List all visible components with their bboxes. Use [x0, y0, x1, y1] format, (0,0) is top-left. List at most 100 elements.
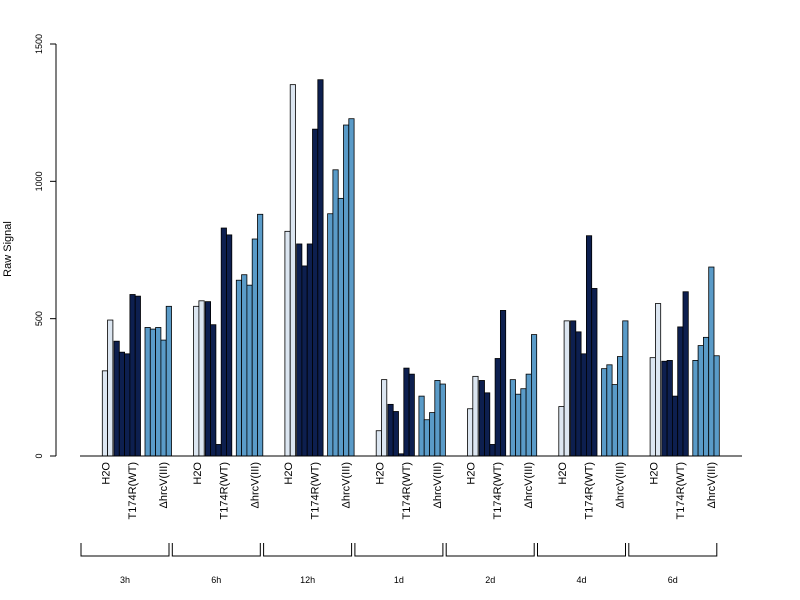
- bar: [327, 213, 334, 457]
- bar: [332, 169, 339, 457]
- bar: [478, 380, 485, 457]
- bar: [241, 274, 248, 457]
- bar: [306, 243, 313, 457]
- bar: [118, 351, 126, 457]
- condition-label: T174R(WT): [492, 462, 504, 519]
- bar: [251, 238, 258, 457]
- bar: [193, 305, 200, 457]
- bar: [591, 288, 598, 457]
- bar: [235, 279, 243, 457]
- condition-label: H2O: [466, 462, 478, 485]
- bar: [124, 353, 131, 457]
- condition-label: ΔhrcV(III): [249, 462, 261, 508]
- y-tick-label: 500: [34, 311, 44, 326]
- bar: [499, 310, 507, 457]
- bar: [434, 380, 441, 457]
- y-axis-title: Raw Signal: [2, 221, 14, 277]
- bar: [226, 234, 233, 457]
- group-bracket: [354, 543, 444, 557]
- bar: [586, 235, 593, 457]
- bar: [215, 444, 222, 457]
- bar: [165, 305, 172, 457]
- bar: [677, 326, 684, 457]
- bar: [387, 403, 394, 457]
- bar: [210, 324, 217, 457]
- bar: [160, 339, 167, 457]
- bar: [337, 197, 344, 457]
- condition-label: ΔhrcV(III): [706, 462, 718, 508]
- bar: [563, 320, 570, 457]
- bar: [134, 295, 141, 457]
- bar: [601, 368, 608, 457]
- condition-labels: H2O T174R(WT) ΔhrcV(III) H2O T174R(WT) ΔhrcV(…: [101, 462, 718, 520]
- bar: [429, 412, 436, 457]
- condition-label: ΔhrcV(III): [341, 462, 353, 508]
- bar: [467, 408, 474, 457]
- condition-label: T174R(WT): [675, 462, 687, 519]
- bar: [439, 383, 446, 457]
- y-tick-label: 1000: [34, 171, 44, 191]
- bar: [575, 331, 582, 457]
- bar: [622, 320, 629, 457]
- condition-label: ΔhrcV(III): [615, 462, 627, 508]
- bar: [381, 379, 388, 457]
- bar: [558, 406, 565, 457]
- bar: [494, 358, 501, 457]
- bar: [343, 124, 350, 457]
- bar: [666, 360, 673, 457]
- bar: [703, 336, 710, 457]
- group-bracket: [80, 543, 170, 557]
- bar: [617, 356, 624, 457]
- bar: [257, 213, 264, 457]
- bar: [403, 367, 410, 457]
- group-bracket: [537, 543, 626, 557]
- time-label: 3h: [120, 575, 130, 585]
- bar: [682, 291, 689, 457]
- condition-label: H2O: [283, 462, 295, 485]
- time-label: 4d: [576, 575, 586, 585]
- bar: [515, 393, 522, 457]
- bars: [101, 79, 720, 457]
- time-label: 1d: [394, 575, 404, 585]
- condition-label: T174R(WT): [310, 462, 322, 519]
- bar: [312, 128, 319, 457]
- y-tick-label: 0: [34, 453, 44, 458]
- group-bracket: [445, 543, 535, 557]
- bar: [155, 327, 162, 457]
- bar: [408, 373, 415, 457]
- bar: [204, 301, 212, 457]
- bar: [220, 227, 227, 457]
- group-bracket: [263, 543, 353, 557]
- y-axis: 0 500 1000 1500: [34, 34, 57, 459]
- bar: [708, 266, 715, 457]
- condition-label: H2O: [192, 462, 204, 485]
- y-tick-label: 1500: [34, 34, 44, 54]
- bar: [531, 334, 538, 457]
- bar: [525, 373, 532, 457]
- time-label: 6d: [668, 575, 678, 585]
- bar: [246, 284, 253, 457]
- bar: [672, 395, 679, 457]
- bar: [101, 370, 109, 457]
- condition-label: ΔhrcV(III): [432, 462, 444, 508]
- bar: [113, 340, 120, 457]
- bar: [392, 411, 399, 457]
- bar: [520, 388, 527, 457]
- bar: [484, 392, 491, 457]
- group-bracket: [628, 543, 718, 557]
- bar: [692, 360, 699, 457]
- bar: [317, 79, 324, 457]
- condition-label: T174R(WT): [218, 462, 230, 519]
- time-label: 2d: [485, 575, 495, 585]
- condition-label: H2O: [557, 462, 569, 485]
- bar: [472, 375, 479, 457]
- bar: [611, 384, 618, 457]
- condition-label: ΔhrcV(III): [523, 462, 535, 508]
- bar: [580, 353, 587, 457]
- bar: [509, 379, 516, 457]
- bar: [713, 355, 720, 457]
- bar: [649, 357, 656, 457]
- bar: [129, 294, 136, 457]
- condition-label: T174R(WT): [127, 462, 139, 519]
